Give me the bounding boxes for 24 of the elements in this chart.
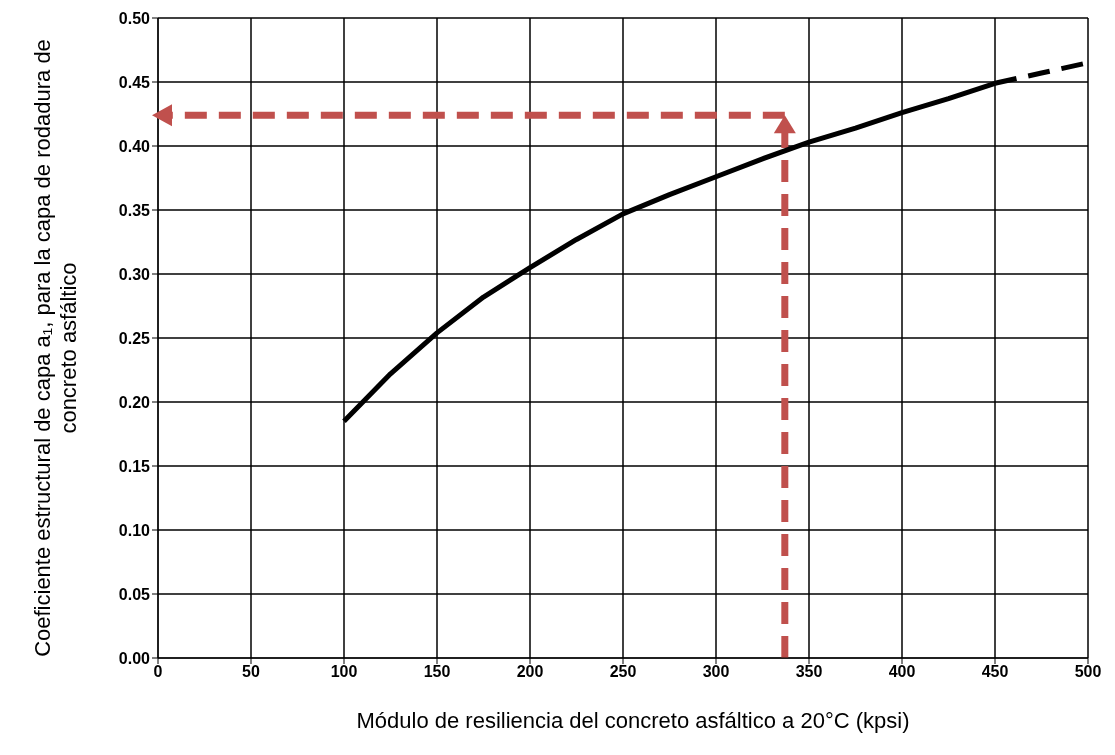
y-tick-label: 0.10 xyxy=(118,521,151,539)
x-tick-label: 50 xyxy=(242,663,260,681)
x-tick-label: 100 xyxy=(330,663,358,681)
y-tick-label: 0.20 xyxy=(118,393,151,411)
y-tick-label: 0.35 xyxy=(118,201,151,219)
x-tick-label: 0 xyxy=(153,663,163,681)
y-tick-label: 0.05 xyxy=(118,585,151,603)
x-tick-label: 450 xyxy=(981,663,1009,681)
y-tick-label: 0.45 xyxy=(118,73,151,91)
y-tick-label: 0.00 xyxy=(118,649,151,667)
y-axis-title: Coeficiente estructural de capa a₁, para la capa de rodadura de concreto asfáltico xyxy=(30,38,82,658)
x-tick-label: 400 xyxy=(888,663,916,681)
y-tick-label: 0.50 xyxy=(118,9,151,27)
x-axis-title: Módulo de resiliencia del concreto asfáltico a 20°C (kpsi) xyxy=(355,708,911,734)
y-tick-label: 0.15 xyxy=(118,457,151,475)
y-tick-label: 0.30 xyxy=(118,265,151,283)
x-tick-label: 200 xyxy=(516,663,544,681)
x-tick-label: 500 xyxy=(1074,663,1102,681)
y-tick-label: 0.40 xyxy=(118,137,151,155)
x-tick-label: 300 xyxy=(702,663,730,681)
x-tick-label: 350 xyxy=(795,663,823,681)
y-tick-label: 0.25 xyxy=(118,329,151,347)
x-tick-label: 150 xyxy=(423,663,451,681)
x-tick-label: 250 xyxy=(609,663,637,681)
